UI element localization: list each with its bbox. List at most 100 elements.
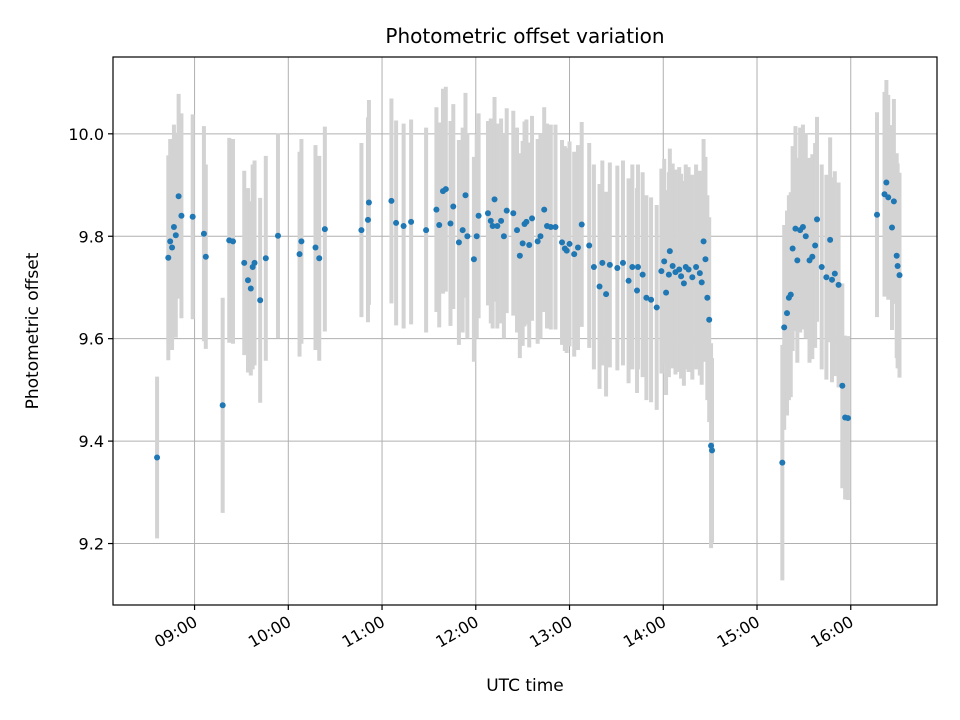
data-point [316,255,323,262]
data-point [529,215,536,222]
data-point [571,251,578,258]
y-axis-ticks: 9.2 9.4 9.6 9.8 10.0 [68,125,113,554]
data-point [619,259,626,266]
data-point [708,442,715,449]
data-point [663,289,670,296]
data-point [484,210,491,217]
data-point [629,263,636,270]
data-point [219,402,226,409]
data-point [312,244,319,251]
data-point [358,227,365,234]
data-point [693,263,700,270]
data-point [247,285,254,292]
data-point [202,253,209,260]
data-point [400,223,407,230]
data-point [894,262,901,269]
data-point [839,382,846,389]
data-point [200,230,207,237]
data-point [541,206,548,213]
data-point [666,248,673,255]
data-point [844,415,851,422]
data-point [779,459,786,466]
data-point [433,206,440,213]
data-point [523,218,530,225]
data-point [634,287,641,294]
data-point [365,199,372,206]
data-point [251,259,258,266]
data-point [498,217,505,224]
data-point [175,193,182,200]
data-point [578,221,585,228]
data-point [262,255,269,262]
data-point [436,221,443,228]
data-points [154,179,903,466]
data-point [487,217,494,224]
data-point [698,279,705,286]
data-point [321,226,328,233]
y-tick-label: 9.6 [79,330,104,349]
data-point [473,233,480,240]
data-point [500,233,507,240]
data-point [658,268,665,275]
data-point [827,236,834,243]
data-point [818,263,825,270]
data-point [172,232,179,239]
data-point [704,294,711,301]
data-point [586,242,593,249]
data-point [510,210,517,217]
data-point [890,198,897,205]
data-point [676,266,683,273]
data-point [661,258,668,265]
y-tick-label: 9.4 [79,432,104,451]
data-point [559,239,566,246]
data-point [823,274,830,281]
data-point [165,254,172,261]
y-tick-label: 9.2 [79,535,104,554]
data-point [812,242,819,249]
data-point [781,324,788,331]
data-point [470,256,477,263]
data-point [503,207,510,214]
data-point [298,238,305,245]
data-point [491,196,498,203]
data-point [835,281,842,288]
data-point [831,270,838,277]
data-point [643,294,650,301]
data-point [874,211,881,218]
data-point [669,262,676,269]
data-point [696,270,703,277]
data-point [883,179,890,186]
data-point [625,277,632,284]
data-point [442,186,449,193]
data-point [178,212,185,219]
data-point [885,194,892,201]
data-point [809,253,816,260]
data-point [574,244,581,251]
data-point [784,310,791,317]
data-point [534,238,541,245]
data-point [814,216,821,223]
data-point [787,291,794,298]
y-tick-label: 9.8 [79,227,104,246]
data-point [241,259,248,266]
data-point [154,454,161,461]
data-point [799,224,806,231]
data-point [189,213,196,220]
data-point [547,224,554,231]
data-point [685,266,692,273]
data-point [614,265,621,272]
data-point [519,240,526,247]
data-point [475,212,482,219]
data-point [257,297,264,304]
data-point [459,227,466,234]
x-axis-title: UTC time [486,676,564,696]
data-point [680,280,687,287]
y-axis-title: Photometric offset [23,252,43,409]
data-point [634,263,641,270]
data-point [702,256,709,263]
data-point [709,447,716,454]
data-point [516,252,523,259]
data-point [794,257,801,264]
